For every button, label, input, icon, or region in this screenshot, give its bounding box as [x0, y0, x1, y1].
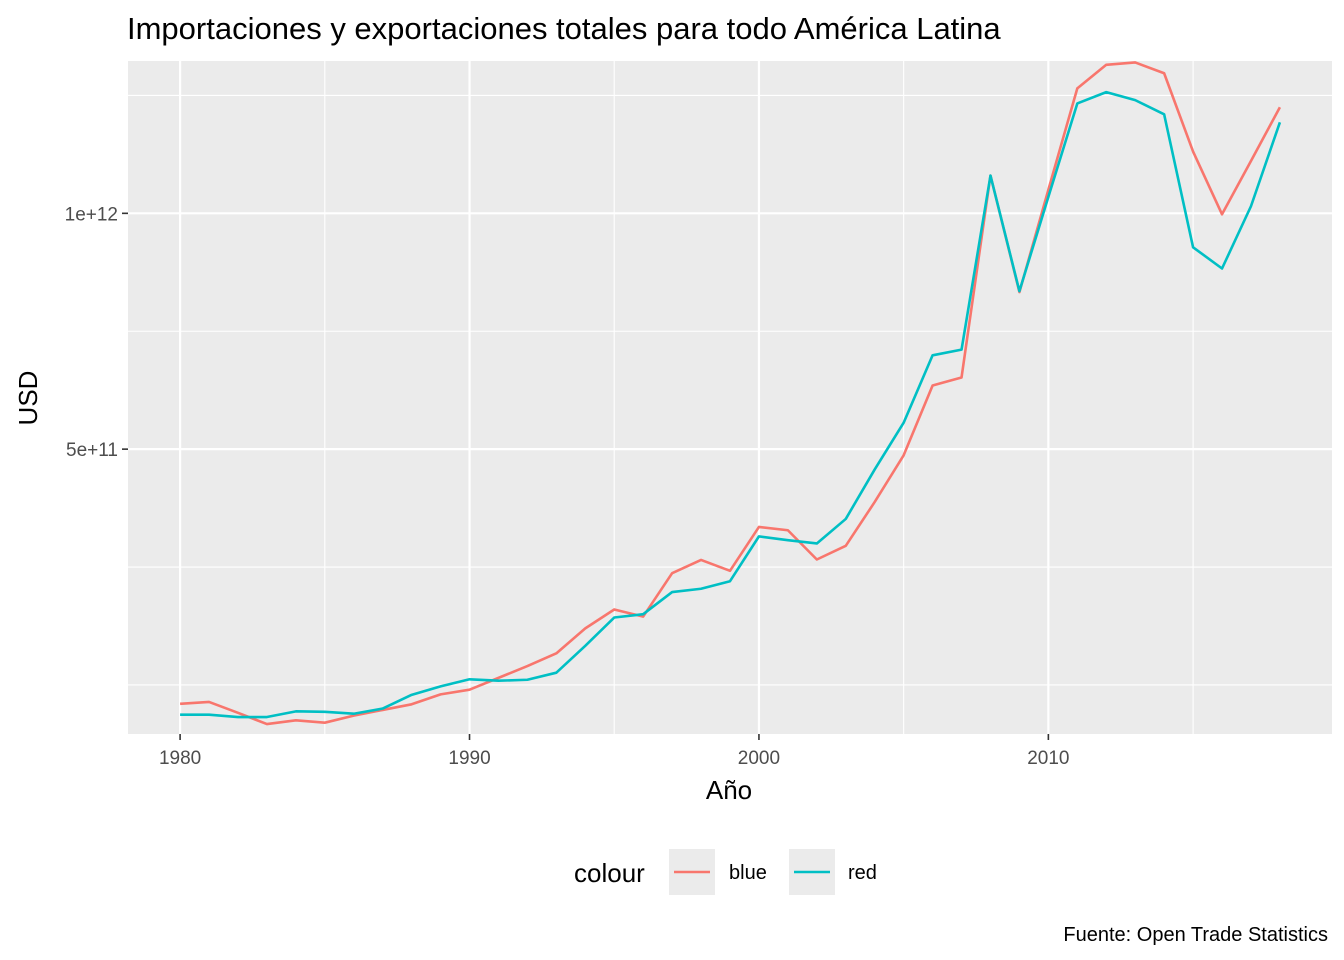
x-axis-title: Año [706, 775, 752, 805]
plot-panel [128, 61, 1332, 734]
y-axis-title: USD [13, 371, 43, 426]
x-tick-label: 1990 [448, 748, 490, 769]
legend-item-red: red [789, 849, 877, 895]
series-line-blue [180, 61, 1282, 726]
x-tick-label: 2000 [738, 748, 780, 769]
x-axis: 1980 1990 2000 2010 [159, 734, 1070, 769]
legend-item-blue: blue [669, 849, 767, 895]
y-tick-label: 5e+11 [66, 440, 118, 461]
chart-title: Importaciones y exportaciones totales pa… [127, 11, 1001, 46]
legend: colour blue red [574, 849, 877, 895]
y-axis: 5e+11 1e+12 [65, 204, 128, 461]
x-tick-label: 1980 [159, 748, 201, 769]
legend-label-red: red [848, 862, 877, 884]
x-tick-label: 2010 [1027, 748, 1069, 769]
series-line-red [180, 90, 1282, 719]
legend-title: colour [574, 858, 645, 888]
series-lines [180, 61, 1282, 726]
minor-gridlines [128, 61, 1332, 734]
chart-caption: Fuente: Open Trade Statistics [1063, 924, 1328, 946]
major-gridlines [128, 61, 1332, 734]
legend-label-blue: blue [729, 862, 767, 884]
y-tick-label: 1e+12 [65, 204, 118, 225]
